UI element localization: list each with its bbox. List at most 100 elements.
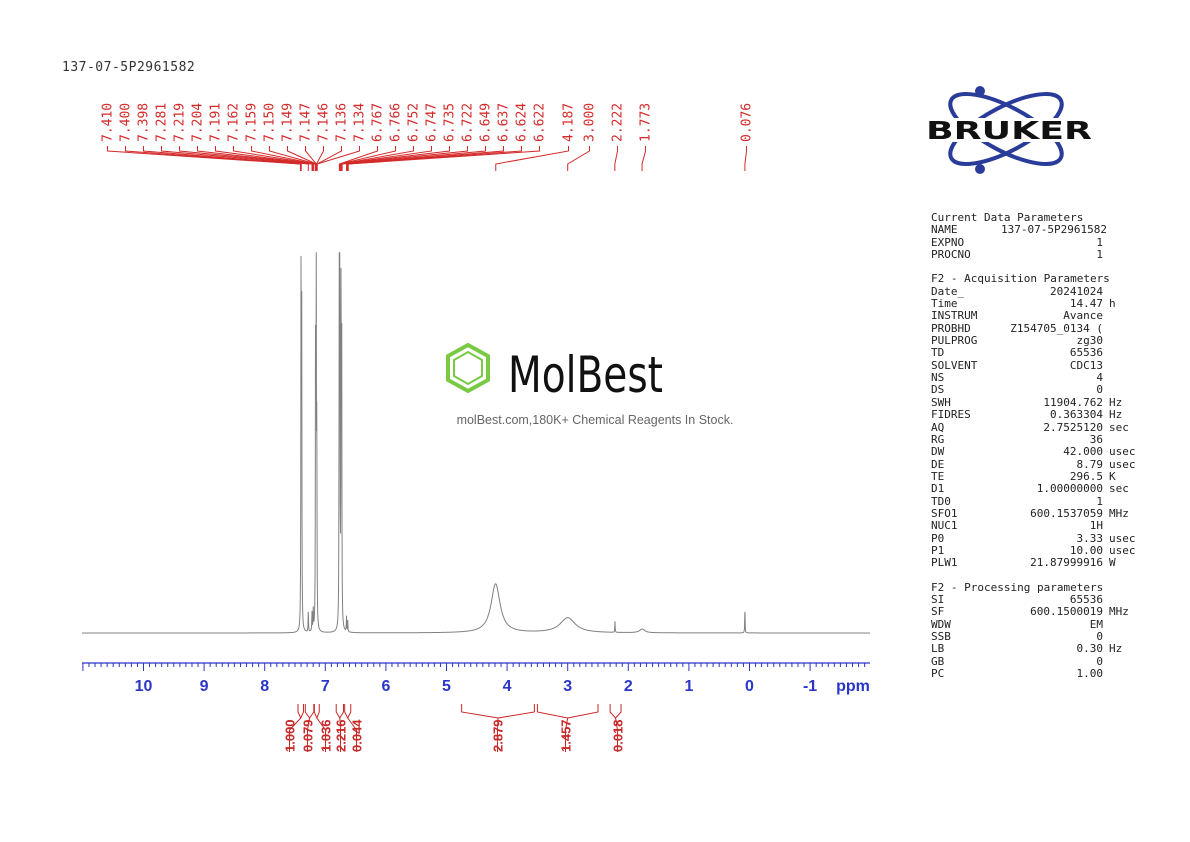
spectrum-trace	[82, 252, 870, 634]
param-key: SSB	[931, 630, 951, 643]
peak-label-connector	[346, 146, 486, 171]
param-row: D1 1.00000000 sec	[931, 482, 1151, 496]
param-row: LB 0.30 Hz	[931, 642, 1151, 656]
param-value: 1H	[1089, 519, 1103, 533]
bruker-logo: BRUKER	[920, 82, 1100, 181]
param-value: 0	[1096, 654, 1103, 668]
param-value: EM	[1089, 617, 1103, 631]
param-row: PC 1.00	[931, 667, 1151, 680]
param-row: NUC1 1H	[931, 519, 1151, 533]
param-unit: Hz	[1109, 642, 1123, 656]
param-unit: h	[1109, 297, 1116, 311]
param-unit	[1103, 520, 1109, 532]
orbit-icon	[948, 92, 1064, 166]
integral-bracket	[335, 704, 344, 719]
bruker-logo-text: BRUKER	[926, 116, 1092, 145]
param-key: FIDRES	[931, 408, 971, 422]
integral-bracket	[344, 704, 352, 720]
param-row: GB 0	[931, 654, 1151, 668]
peak-label-connector	[341, 146, 468, 171]
param-value: 2.7525120	[1043, 420, 1103, 434]
peak-label-connector	[197, 146, 314, 171]
param-row: P0 3.33 usec	[931, 532, 1151, 545]
param-row: WDW EM	[931, 617, 1151, 631]
param-row: TE 296.5 K	[931, 469, 1151, 483]
param-row: SI 65536	[931, 593, 1151, 606]
param-key: NS	[931, 371, 945, 385]
peak-label: 6.747	[425, 103, 440, 142]
param-unit: sec	[1109, 482, 1129, 496]
param-unit	[1103, 249, 1109, 261]
param-row: P1 10.00 usec	[931, 543, 1151, 557]
param-value: 21.87999916	[1030, 556, 1103, 570]
integral-bracket	[297, 704, 304, 720]
param-key: INSTRUM	[931, 309, 978, 323]
param-value: CDC13	[1069, 358, 1103, 372]
param-value: 296.5	[1069, 469, 1103, 483]
integral-value: 2.216	[334, 719, 349, 752]
peak-label: 7.191	[209, 103, 224, 142]
peak-label-connector	[107, 146, 301, 171]
param-value: Avance	[1063, 309, 1103, 323]
param-unit	[1103, 335, 1109, 347]
peak-label-connector	[346, 146, 504, 171]
integral-connector	[347, 717, 357, 752]
param-value: 4	[1096, 371, 1103, 385]
peak-label: 1.773	[639, 103, 654, 142]
param-key: RG	[931, 432, 945, 446]
param-unit: MHz	[1109, 605, 1129, 619]
tick-label: 8	[260, 678, 269, 695]
param-unit: usec	[1109, 445, 1136, 459]
param-row: PULPROG zg30	[931, 334, 1151, 348]
integral-value: 1.000	[283, 719, 298, 752]
param-unit	[1103, 619, 1109, 631]
param-row: PROCNO 1	[931, 248, 1151, 261]
param-row: TD 65536	[931, 347, 1151, 360]
param-value: 1	[1096, 494, 1103, 508]
peak-label: 6.624	[515, 103, 530, 142]
integral-group: 1.000 0.079 1.036 2.216 0.044 2.879 1.457 0.018	[283, 704, 626, 752]
param-key: DS	[931, 383, 945, 397]
param-key: GB	[931, 654, 945, 668]
param-value: 0.30	[1076, 642, 1104, 656]
param-value: 8.79	[1076, 457, 1104, 471]
param-unit	[1103, 384, 1109, 396]
integral-connector	[316, 717, 326, 752]
param-key: PLW1	[931, 556, 958, 570]
peak-label-connector	[315, 146, 324, 171]
param-unit	[1103, 310, 1109, 322]
peak-label-connector	[316, 146, 360, 171]
integral-bracket	[313, 704, 320, 720]
tick-label: 9	[200, 678, 209, 695]
param-row: DE 8.79 usec	[931, 457, 1151, 471]
param-key: PULPROG	[931, 334, 978, 348]
param-row: AQ 2.7525120 sec	[931, 420, 1151, 434]
param-value: 10.00	[1069, 543, 1103, 557]
param-unit	[1103, 360, 1109, 372]
peak-label-connector	[347, 146, 540, 171]
param-key: DE	[931, 457, 945, 471]
electron-icon	[975, 164, 985, 174]
peak-label-connector	[161, 146, 309, 171]
param-key: SWH	[931, 395, 951, 409]
peak-label: 7.146	[317, 103, 332, 142]
param-value: 36	[1089, 432, 1103, 446]
integral-value: 1.457	[559, 719, 574, 752]
param-unit	[1103, 347, 1109, 359]
param-value: 137-07-5P2961582	[1001, 223, 1107, 237]
peak-label-connector	[641, 146, 646, 171]
peak-label: 7.410	[101, 103, 116, 142]
param-row: Date_ 20241024	[931, 285, 1151, 298]
peak-label: 7.134	[353, 103, 368, 142]
peak-label: 7.400	[119, 103, 134, 142]
peak-label-connector	[495, 146, 569, 171]
peak-label: 7.219	[173, 103, 188, 142]
param-row: SWH 11904.762 Hz	[931, 395, 1151, 409]
tick-label: 5	[442, 678, 451, 695]
param-value: 14.47	[1069, 297, 1103, 311]
param-key: WDW	[931, 617, 951, 631]
param-key: SF	[931, 605, 945, 619]
peak-label: 7.149	[281, 103, 296, 142]
molbest-watermark: MolBest molBest.com,180K+ Chemical Reage…	[440, 340, 750, 427]
integral-connector	[565, 717, 569, 752]
